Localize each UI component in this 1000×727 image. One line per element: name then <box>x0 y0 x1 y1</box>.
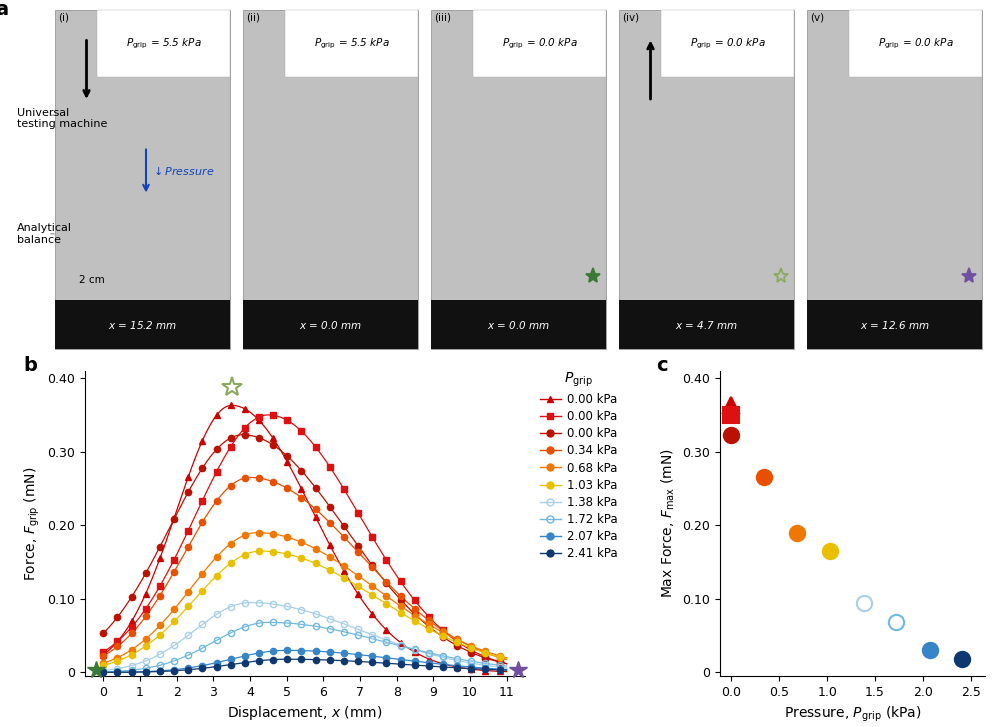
Bar <box>473 10 606 77</box>
Text: $P_{\rm grip}$ = 0.0 kPa: $P_{\rm grip}$ = 0.0 kPa <box>690 36 765 51</box>
Bar <box>97 10 230 77</box>
X-axis label: Pressure, $P_{\rm grip}$ (kPa): Pressure, $P_{\rm grip}$ (kPa) <box>784 704 921 723</box>
Bar <box>431 10 606 349</box>
Text: (i): (i) <box>58 12 69 23</box>
Bar <box>243 300 418 349</box>
X-axis label: Displacement, $x$ (mm): Displacement, $x$ (mm) <box>227 704 383 723</box>
Text: $P_{\rm grip}$ = 0.0 kPa: $P_{\rm grip}$ = 0.0 kPa <box>878 36 953 51</box>
Text: (iv): (iv) <box>622 12 639 23</box>
Text: (ii): (ii) <box>246 12 260 23</box>
Text: Universal
testing machine: Universal testing machine <box>17 108 107 129</box>
Bar <box>285 10 418 77</box>
Bar <box>807 10 982 349</box>
Text: $x$ = 12.6 mm: $x$ = 12.6 mm <box>860 318 929 331</box>
Bar <box>431 300 606 349</box>
Text: 2 cm: 2 cm <box>79 275 105 285</box>
Bar <box>619 300 794 349</box>
Text: $P_{\rm grip}$ = 5.5 kPa: $P_{\rm grip}$ = 5.5 kPa <box>314 36 389 51</box>
Text: $x$ = 4.7 mm: $x$ = 4.7 mm <box>675 318 738 331</box>
Text: (v): (v) <box>810 12 824 23</box>
Bar <box>807 300 982 349</box>
Text: $P_{\rm grip}$ = 0.0 kPa: $P_{\rm grip}$ = 0.0 kPa <box>502 36 577 51</box>
Text: c: c <box>656 356 668 374</box>
Text: $x$ = 0.0 mm: $x$ = 0.0 mm <box>299 318 362 331</box>
Text: b: b <box>23 356 37 374</box>
Bar <box>661 10 794 77</box>
Text: (iii): (iii) <box>434 12 451 23</box>
Text: $x$ = 15.2 mm: $x$ = 15.2 mm <box>108 318 177 331</box>
Text: a: a <box>0 0 8 19</box>
Bar <box>849 10 982 77</box>
Text: $x$ = 0.0 mm: $x$ = 0.0 mm <box>487 318 550 331</box>
Text: $\downarrow$$\it{Pressure}$: $\downarrow$$\it{Pressure}$ <box>151 165 214 177</box>
Text: $P_{\rm grip}$ = 5.5 kPa: $P_{\rm grip}$ = 5.5 kPa <box>126 36 201 51</box>
Text: Analytical
balance: Analytical balance <box>17 223 72 244</box>
Bar <box>243 10 418 349</box>
Bar <box>55 300 230 349</box>
Legend: 0.00 kPa, 0.00 kPa, 0.00 kPa, 0.34 kPa, 0.68 kPa, 1.03 kPa, 1.38 kPa, 1.72 kPa, : 0.00 kPa, 0.00 kPa, 0.00 kPa, 0.34 kPa, … <box>540 371 617 561</box>
Y-axis label: Force, $F_{\rm grip}$ (mN): Force, $F_{\rm grip}$ (mN) <box>23 466 42 581</box>
Bar <box>619 10 794 349</box>
Bar <box>55 10 230 349</box>
Y-axis label: Max Force, $F_{\rm max}$ (mN): Max Force, $F_{\rm max}$ (mN) <box>659 449 677 598</box>
